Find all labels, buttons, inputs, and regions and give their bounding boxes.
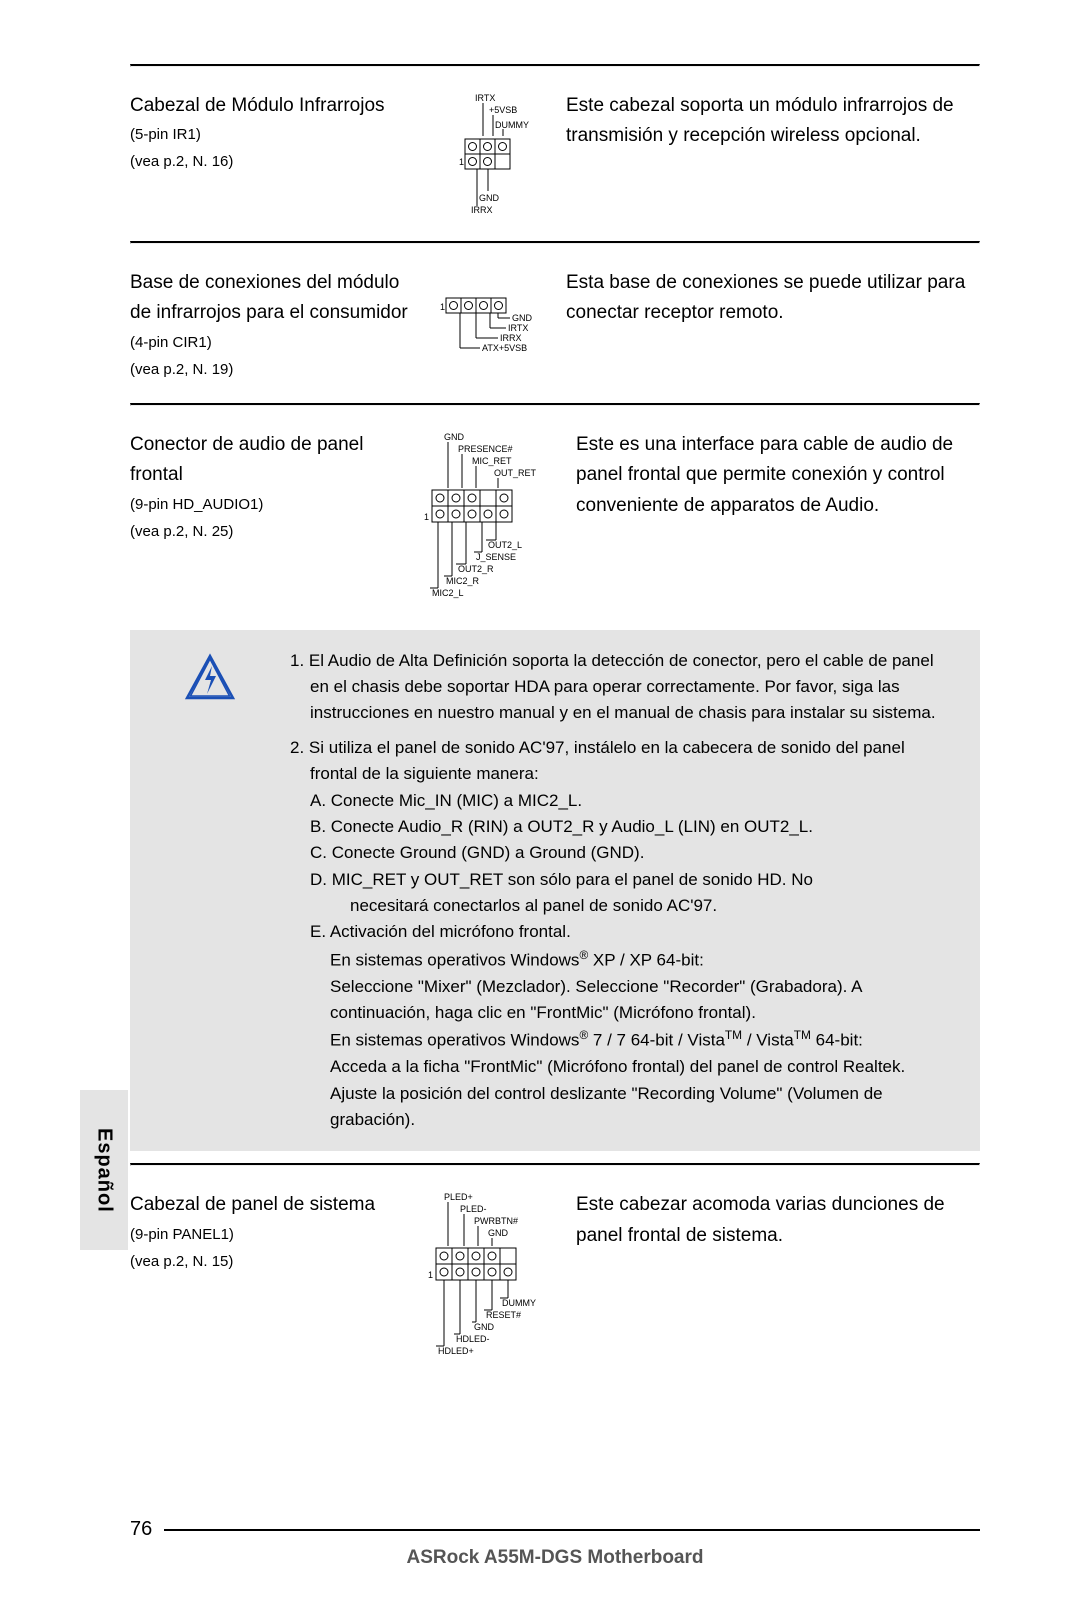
svg-text:OUT2_L: OUT2_L [488,540,522,550]
svg-text:PWRBTN#: PWRBTN# [474,1216,518,1226]
note-winxp: En sistemas operativos Windows® XP / XP … [290,946,952,974]
audio-sub2: (vea p.2, N. 25) [130,518,410,545]
svg-text:PLED-: PLED- [460,1204,487,1214]
ir-sub1: (5-pin IR1) [130,121,410,148]
panel-desc: Este cabezar acomoda varias dunciones de… [576,1190,980,1251]
ir-sub2: (vea p.2, N. 16) [130,148,410,175]
ir-title: Cabezal de Módulo Infrarrojos [130,91,410,121]
svg-text:GND: GND [474,1322,495,1332]
language-tab: Español [80,1090,128,1250]
audio-diagram: GND PRESENCE# MIC_RET OUT_RET OUT2_L J_S… [418,430,568,610]
cir-title: Base de conexiones del módulo de infrarr… [130,268,410,329]
note-win7: En sistemas operativos Windows® 7 / 7 64… [290,1026,952,1054]
panel-sub2: (vea p.2, N. 15) [130,1248,410,1275]
svg-text:J_SENSE: J_SENSE [476,552,516,562]
note-b: B. Conecte Audio_R (RIN) a OUT2_R y Audi… [290,814,952,840]
audio-title: Conector de audio de panel frontal [130,430,410,491]
cir-sub1: (4-pin CIR1) [130,329,410,356]
svg-text:1: 1 [428,1270,433,1280]
note-box: 1. El Audio de Alta Definición soporta l… [130,630,980,1152]
svg-text:RESET#: RESET# [486,1310,521,1320]
cir-sub2: (vea p.2, N. 19) [130,356,410,383]
language-label: Español [93,1128,116,1213]
ir-diagram: IRTX +5VSB DUMMY GND IRRX [433,91,543,221]
section-cir: Base de conexiones del módulo de infrarr… [130,244,980,406]
svg-text:GND: GND [444,432,465,442]
note-c: C. Conecte Ground (GND) a Ground (GND). [290,840,952,866]
note-a: A. Conecte Mic_IN (MIC) a MIC2_L. [290,788,952,814]
audio-sub1: (9-pin HD_AUDIO1) [130,491,410,518]
svg-text:OUT2_R: OUT2_R [458,564,494,574]
panel-diagram: PLED+ PLED- PWRBTN# GND DUMMY RESET# GND… [418,1190,568,1360]
audio-desc: Este es una interface para cable de audi… [576,430,980,521]
note-mixer: Seleccione "Mixer" (Mezclador). Seleccio… [290,974,952,1027]
svg-text:1: 1 [459,157,464,167]
svg-text:GND: GND [512,313,533,323]
note-e: E. Activación del micrófono frontal. [290,919,952,945]
svg-text:IRRX: IRRX [471,205,493,215]
cir-diagram: 1 GND IRTX IRRX ATX+5VSB [428,290,548,360]
svg-text:GND: GND [488,1228,509,1238]
cir-desc: Esta base de conexiones se puede utiliza… [566,268,980,329]
section-ir: Cabezal de Módulo Infrarrojos (5-pin IR1… [130,67,980,244]
lightning-icon [183,652,237,706]
note-1: 1. El Audio de Alta Definición soporta l… [290,648,952,727]
footer: 76 ASRock A55M-DGS Motherboard [0,1518,1080,1569]
svg-text:PRESENCE#: PRESENCE# [458,444,513,454]
ir-desc: Este cabezal soporta un módulo infrarroj… [566,91,980,152]
svg-text:ATX+5VSB: ATX+5VSB [482,343,527,353]
svg-text:OUT_RET: OUT_RET [494,468,537,478]
svg-text:GND: GND [479,193,500,203]
note-realtek: Acceda a la ficha "FrontMic" (Micrófono … [290,1054,952,1133]
note-2: 2. Si utiliza el panel de sonido AC'97, … [290,735,952,788]
svg-text:1: 1 [440,302,445,312]
svg-text:1: 1 [424,512,429,522]
page-number: 76 [130,1518,152,1541]
section-audio: Conector de audio de panel frontal (9-pi… [130,406,980,630]
panel-sub1: (9-pin PANEL1) [130,1221,410,1248]
svg-text:DUMMY: DUMMY [502,1298,536,1308]
svg-text:MIC_RET: MIC_RET [472,456,512,466]
section-panel: Cabezal de panel de sistema (9-pin PANEL… [130,1166,980,1380]
note-d2: necesitará conectarlos al panel de sonid… [290,893,952,919]
svg-text:IRRX: IRRX [500,333,522,343]
note-d: D. MIC_RET y OUT_RET son sólo para el pa… [290,867,952,893]
svg-text:MIC2_R: MIC2_R [446,576,480,586]
svg-text:MIC2_L: MIC2_L [432,588,464,598]
svg-text:HDLED+: HDLED+ [438,1346,474,1356]
footer-title: ASRock A55M-DGS Motherboard [130,1547,980,1569]
svg-text:DUMMY: DUMMY [495,120,529,130]
svg-text:IRTX: IRTX [475,93,495,103]
svg-text:PLED+: PLED+ [444,1192,473,1202]
panel-title: Cabezal de panel de sistema [130,1190,410,1220]
svg-text:HDLED-: HDLED- [456,1334,490,1344]
svg-text:+5VSB: +5VSB [489,105,517,115]
svg-text:IRTX: IRTX [508,323,528,333]
